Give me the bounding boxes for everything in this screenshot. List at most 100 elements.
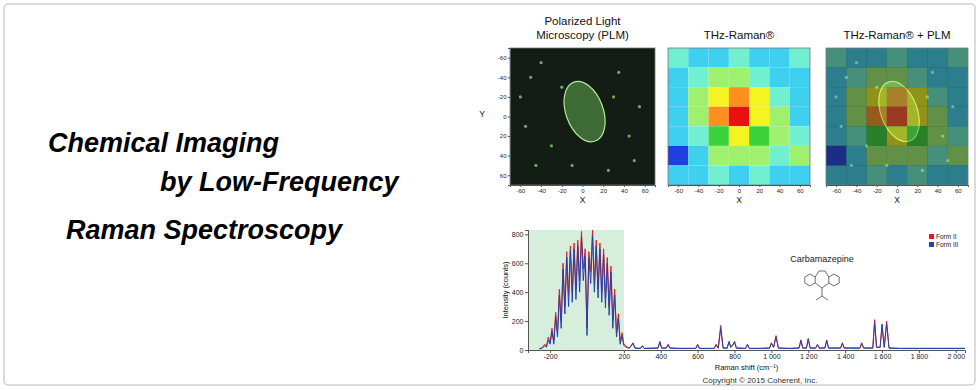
spectrum-chart: -2002004006008001 0001 2001 4001 6001 80… [501,230,966,372]
tick-mark [897,185,898,187]
heat-cell [668,87,688,107]
banner-title: by Low-Frequency [160,167,401,197]
heat-cell [729,165,749,185]
tick-label: 1 400 [837,353,855,360]
heat-cell [867,146,887,166]
micrograph-bg [510,48,655,185]
heat-cell [907,48,927,68]
tick-label: -60 [832,188,841,194]
legend-label: Form III [936,241,959,248]
tick: -60 [832,185,841,194]
panel-title: Polarized Light [544,15,621,27]
tick-label: 600 [512,260,524,267]
micrograph-speck [607,169,610,172]
tick-mark [678,185,679,187]
tick: -20 [558,185,567,194]
axis-line [525,231,529,351]
tick: 20 [500,133,510,139]
tick: 800 [729,350,741,360]
tick-label: -40 [498,75,507,81]
heat-cell [927,126,947,146]
heat-cell [867,48,887,68]
heat-cell [826,48,846,68]
tick: -200 [544,350,558,360]
x-axis-title: X [894,195,900,205]
x-axis: -60-40-200204060 [669,185,811,194]
heat-cell [826,107,846,127]
heat-cell [749,87,769,107]
tick: -40 [853,185,862,194]
tick: 600 [512,260,528,267]
heat-cell [846,68,866,88]
panel-frame [826,48,968,185]
heat-cell [790,146,810,166]
tick-label: 1 200 [800,353,818,360]
plot-area [510,48,655,185]
tick-mark [508,58,510,59]
heat-cell [948,68,968,88]
tick: 200 [512,318,528,325]
x-axis-title: X [736,195,742,205]
heat-cell [749,146,769,166]
heat-cell [668,165,688,185]
micrograph-speck [534,164,537,167]
tick: 40 [777,185,784,194]
tick-mark [719,185,720,187]
heat-cell [867,87,887,107]
heat-cell [887,126,907,146]
tick-label: -60 [517,188,526,194]
tick: 1 800 [911,350,929,360]
panel: THz-Raman® + PLM-60-40-200204060X [826,29,969,205]
heat-cell [729,87,749,107]
tick-mark [958,185,959,187]
heat-cell [790,87,810,107]
tick: 60 [642,185,649,194]
heat-cell [867,126,887,146]
heat-cell [948,146,968,166]
panel-title: Microscopy (PLM) [536,29,629,41]
tick-mark [698,185,699,187]
heat-cell [769,87,789,107]
micrograph-speck [519,95,522,98]
tick-label: 200 [619,353,631,360]
micrograph-speck [539,61,542,64]
molecule-bond [815,271,829,277]
panel-title: THz-Raman® + PLM [843,29,950,41]
series-line [539,236,965,349]
banner-svg: Chemical Imagingby Low-FrequencyRaman Sp… [0,0,980,390]
tick-mark [508,77,510,78]
molecule-bond [816,288,828,300]
tick-label: -20 [498,94,507,100]
micrograph-speck [524,125,527,128]
legend-label: Form II [936,233,957,240]
tick-label: 40 [777,188,784,194]
y-axis: 0200400600800 [512,231,529,354]
tick-label: -20 [558,188,567,194]
tick-mark [508,136,510,137]
tick: 40 [500,153,510,159]
tick: 0 [896,185,900,194]
page: Chemical Imagingby Low-FrequencyRaman Sp… [0,0,980,390]
heat-cell [948,126,968,146]
tick-label: -20 [873,188,882,194]
heat-cell [688,87,708,107]
micrograph-speck [617,71,620,74]
x-axis-title: Raman shift (cm⁻¹) [715,363,779,372]
heat-cell [688,48,708,68]
tick-label: -40 [537,188,546,194]
tick-label: 20 [756,188,763,194]
tick: 0 [503,114,510,120]
heat-cell [729,107,749,127]
tick: 20 [914,185,921,194]
tick-label: 200 [512,318,524,325]
heat-cell [846,126,866,146]
heat-cell [709,165,729,185]
tick-label: 0 [738,188,742,194]
tick: -60 [498,55,510,61]
x-axis: -60-40-200204060 [511,185,656,194]
tick-mark [508,156,510,157]
heat-cell [769,146,789,166]
tick: -60 [674,185,683,194]
panel: THz-Raman®-60-40-200204060X [668,29,811,205]
tick: 20 [600,185,607,194]
